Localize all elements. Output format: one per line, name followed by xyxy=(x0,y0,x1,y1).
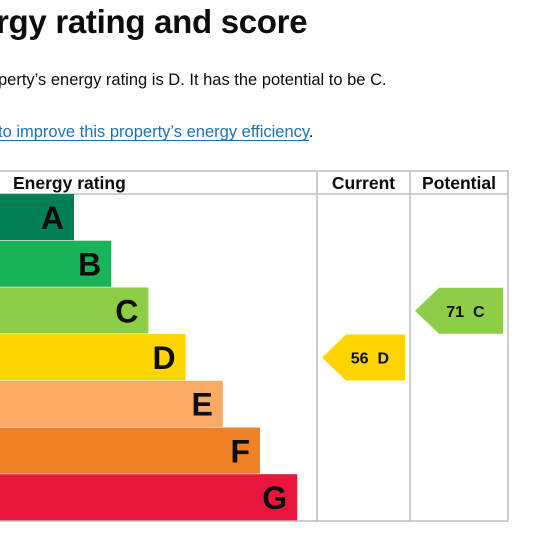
band-bar-b xyxy=(0,240,112,287)
potential-rating-arrow-shape xyxy=(415,287,503,334)
band-c: C xyxy=(0,287,149,334)
band-letter-d: D xyxy=(152,340,175,376)
current-rating-arrow-score: 56 xyxy=(351,350,369,367)
band-bar-c xyxy=(0,287,149,334)
band-letter-g: G xyxy=(262,480,287,516)
header-potential: Potential xyxy=(422,173,496,193)
band-letter-e: E xyxy=(191,387,212,423)
band-a: A xyxy=(0,194,74,241)
improve-suffix: . xyxy=(308,123,314,141)
header-current: Current xyxy=(332,173,395,193)
band-bar-a xyxy=(0,194,74,241)
band-d: D xyxy=(0,334,186,381)
rating-table-headers: Energy rating Current Potential xyxy=(13,173,496,193)
band-letter-f: F xyxy=(230,433,250,469)
table-border xyxy=(0,170,509,522)
rating-table-grid xyxy=(0,170,509,522)
rating-arrows: 56 D 71 C xyxy=(322,287,503,381)
rating-summary: perty’s energy rating is D. It has the p… xyxy=(0,71,387,89)
page-title: rgy rating and score xyxy=(0,3,308,40)
band-letter-b: B xyxy=(78,247,101,283)
band-b: B xyxy=(0,240,112,287)
current-rating-arrow: 56 D xyxy=(322,334,405,381)
potential-rating-arrow: 71 C xyxy=(415,287,503,334)
improve-efficiency-link[interactable]: to improve this property’s energy effici… xyxy=(0,123,309,141)
band-bar-d xyxy=(0,334,186,381)
improve-row: to improve this property’s energy effici… xyxy=(0,120,314,144)
band-letter-a: A xyxy=(41,200,64,236)
band-bar-g xyxy=(0,474,298,521)
band-e: E xyxy=(0,380,223,427)
band-bar-f xyxy=(0,427,260,474)
current-rating-arrow-shape xyxy=(322,334,405,381)
potential-rating-arrow-score: 71 xyxy=(446,304,464,321)
band-letter-c: C xyxy=(115,293,138,329)
current-rating-arrow-band: D xyxy=(378,350,390,367)
band-f: F xyxy=(0,427,260,474)
potential-rating-arrow-band: C xyxy=(473,304,485,321)
band-bar-e xyxy=(0,380,223,427)
header-energy-rating: Energy rating xyxy=(13,173,126,193)
band-g: G xyxy=(0,474,298,521)
